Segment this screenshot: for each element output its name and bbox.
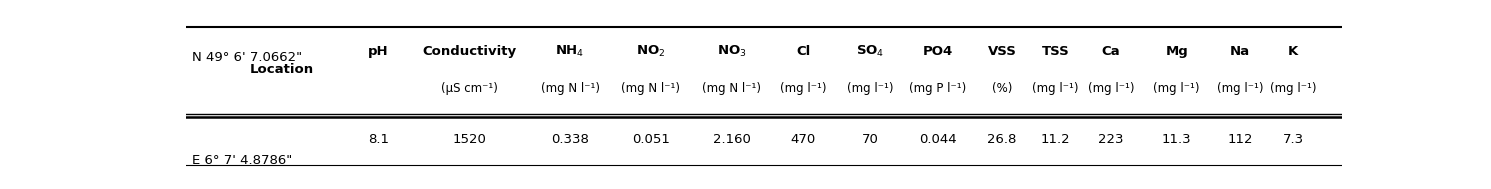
Text: (mg l⁻¹): (mg l⁻¹) [1154,82,1200,95]
Text: 7.3: 7.3 [1282,133,1305,146]
Text: Location: Location [250,64,315,77]
Text: TSS: TSS [1041,45,1069,58]
Text: (mg N l⁻¹): (mg N l⁻¹) [702,82,762,95]
Text: (mg N l⁻¹): (mg N l⁻¹) [622,82,680,95]
Text: N 49° 6' 7.0662": N 49° 6' 7.0662" [192,51,303,64]
Text: 2.160: 2.160 [713,133,751,146]
Text: 0.338: 0.338 [552,133,589,146]
Text: E 6° 7' 4.8786": E 6° 7' 4.8786" [192,154,292,167]
Text: K: K [1288,45,1299,58]
Text: 112: 112 [1227,133,1252,146]
Text: (mg N l⁻¹): (mg N l⁻¹) [541,82,599,95]
Text: (mg l⁻¹): (mg l⁻¹) [780,82,826,95]
Text: 26.8: 26.8 [987,133,1017,146]
Text: (mg l⁻¹): (mg l⁻¹) [1087,82,1135,95]
Text: 70: 70 [862,133,878,146]
Text: Ca: Ca [1102,45,1120,58]
Text: 1520: 1520 [453,133,486,146]
Text: (mg l⁻¹): (mg l⁻¹) [847,82,893,95]
Text: (mg P l⁻¹): (mg P l⁻¹) [910,82,966,95]
Text: Conductivity: Conductivity [422,45,516,58]
Text: (mg l⁻¹): (mg l⁻¹) [1032,82,1078,95]
Text: VSS: VSS [987,45,1017,58]
Text: Na: Na [1230,45,1251,58]
Text: PO4: PO4 [923,45,953,58]
Text: NO$_2$: NO$_2$ [637,44,665,59]
Text: pH: pH [368,45,389,58]
Text: Cl: Cl [796,45,811,58]
Text: (mg l⁻¹): (mg l⁻¹) [1217,82,1263,95]
Text: 0.044: 0.044 [918,133,956,146]
Text: SO$_4$: SO$_4$ [856,44,884,59]
Text: Mg: Mg [1166,45,1188,58]
Text: NH$_4$: NH$_4$ [555,44,584,59]
Text: 223: 223 [1097,133,1124,146]
Text: (μS cm⁻¹): (μS cm⁻¹) [441,82,498,95]
Text: NO$_3$: NO$_3$ [717,44,747,59]
Text: 470: 470 [790,133,816,146]
Text: (mg l⁻¹): (mg l⁻¹) [1270,82,1317,95]
Text: 0.051: 0.051 [632,133,669,146]
Text: (%): (%) [992,82,1012,95]
Text: 11.2: 11.2 [1041,133,1071,146]
Text: 8.1: 8.1 [368,133,389,146]
Text: 11.3: 11.3 [1161,133,1191,146]
